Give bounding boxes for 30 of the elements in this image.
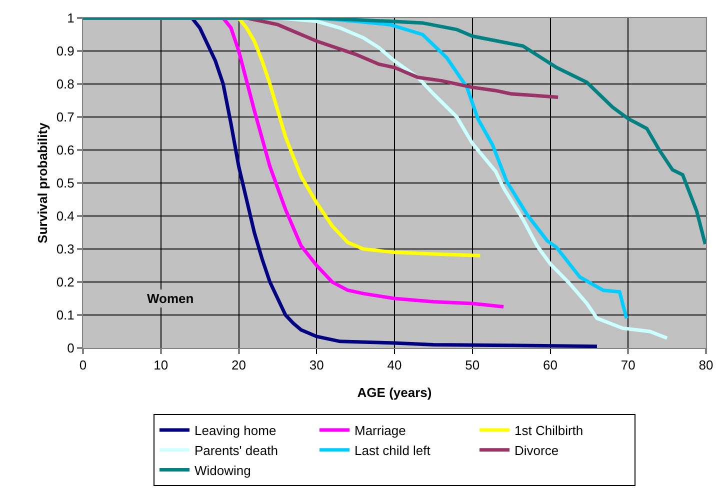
x-tick-label: 70 xyxy=(620,358,636,373)
y-tick-label: 0 xyxy=(67,340,74,356)
legend-label: Parents' death xyxy=(194,442,278,458)
y-tick-label: 1 xyxy=(67,10,74,26)
y-tick-label: 0.7 xyxy=(56,110,74,125)
legend-label: Leaving home xyxy=(194,423,276,438)
y-tick-label: 0.4 xyxy=(56,208,74,224)
legend-label: 1st Chilbirth xyxy=(514,423,584,438)
x-tick-label: 80 xyxy=(698,358,714,373)
x-tick-label: 0 xyxy=(79,358,87,373)
y-tick-label: 0.6 xyxy=(56,142,74,158)
legend-label: Marriage xyxy=(354,423,406,438)
y-tick-label: 0.5 xyxy=(56,176,74,191)
annotation: Women xyxy=(147,291,194,306)
legend-label: Widowing xyxy=(194,462,251,478)
y-tick-label: 0.2 xyxy=(56,274,74,290)
y-tick-label: 0.8 xyxy=(56,76,74,92)
y-tick-label: 0.9 xyxy=(56,44,74,59)
x-tick-label: 60 xyxy=(543,358,558,373)
x-tick-label: 40 xyxy=(387,358,402,373)
x-tick-label: 20 xyxy=(232,358,246,373)
y-tick-label: 0.3 xyxy=(56,242,74,257)
x-tick-label: 30 xyxy=(309,358,324,373)
legend-label: Divorce xyxy=(514,442,559,458)
y-axis-title: Survival probability xyxy=(35,122,50,244)
x-tick-label: 50 xyxy=(465,358,480,373)
x-axis-title: AGE (years) xyxy=(357,385,432,400)
legend-label: Last child left xyxy=(354,442,431,458)
x-tick-label: 10 xyxy=(154,358,168,373)
y-tick-label: 0.1 xyxy=(56,308,74,323)
